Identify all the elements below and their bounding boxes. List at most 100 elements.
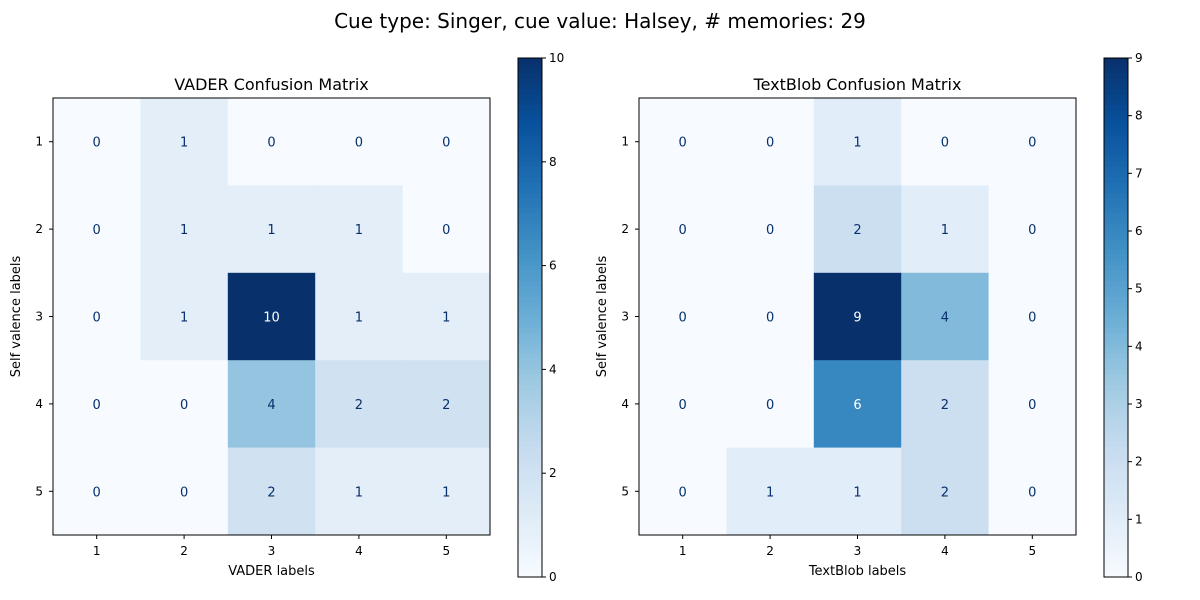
- vader-colorbar-segment: [518, 151, 542, 158]
- textblob-colorbar-segment: [1104, 68, 1128, 75]
- textblob-colorbar-segment: [1104, 359, 1128, 365]
- vader-colorbar-segment: [518, 525, 542, 531]
- vader-colorbar-frame: [517, 57, 543, 578]
- textblob-cell: [988, 98, 1077, 186]
- vader-x-tick-label: 2: [180, 544, 188, 558]
- vader-colorbar-segment: [518, 571, 542, 578]
- vader-cell-value: 1: [180, 223, 188, 238]
- vader-cell-value: 4: [267, 398, 275, 413]
- vader-cell: [53, 185, 141, 274]
- textblob-cell: [901, 447, 990, 536]
- textblob-cell: [639, 360, 727, 449]
- vader-confusion-matrix-panel: 0 1 0 0 00 1 1 1 00 1 10 1 10 0 4 2 20 0 2 1 11 2 3 4 512345VADE…: [9, 51, 564, 584]
- textblob-colorbar-segment: [1104, 530, 1128, 537]
- textblob-colorbar-tick-label: 5: [1135, 282, 1143, 296]
- textblob-colorbar-segment: [1104, 234, 1128, 241]
- vader-cell: [315, 360, 404, 449]
- vader-x-tick-label: 4: [355, 544, 363, 558]
- textblob-cell: [726, 185, 815, 274]
- vader-colorbar-segment: [518, 208, 542, 215]
- textblob-cell: [639, 98, 727, 186]
- textblob-cell-value: 0: [766, 311, 774, 326]
- textblob-colorbar-segment: [1104, 436, 1128, 443]
- textblob-colorbar-segment: [1104, 431, 1128, 438]
- textblob-colorbar-segment: [1104, 130, 1128, 137]
- vader-cell-value: 0: [180, 398, 188, 413]
- vader-cell-value: 0: [93, 223, 101, 238]
- vader-y-tick-label: 4: [35, 397, 43, 411]
- textblob-colorbar-segment: [1104, 296, 1128, 303]
- vader-colorbar-segment: [518, 561, 542, 568]
- textblob-cell-value: 0: [679, 398, 687, 413]
- vader-colorbar-segment: [518, 275, 542, 282]
- vader-cell-value: 0: [93, 485, 101, 500]
- textblob-colorbar-segment: [1104, 343, 1128, 350]
- textblob-cell-value: 0: [1028, 136, 1036, 151]
- textblob-colorbar-segment: [1104, 213, 1128, 220]
- vader-colorbar-segment: [518, 182, 542, 189]
- vader-cell-value: 0: [93, 398, 101, 413]
- textblob-chart-title: TextBlob Confusion Matrix: [753, 75, 962, 94]
- textblob-colorbar-segment: [1104, 535, 1128, 542]
- textblob-colorbar-segment: [1104, 556, 1128, 563]
- textblob-colorbar-segment: [1104, 104, 1128, 111]
- vader-colorbar-segment: [518, 462, 542, 469]
- textblob-colorbar-segment: [1104, 504, 1128, 511]
- textblob-colorbar-segment: [1104, 462, 1128, 469]
- vader-colorbar-segment: [518, 130, 542, 137]
- vader-colorbar-segment: [518, 519, 542, 526]
- vader-colorbar-segment: [518, 374, 542, 381]
- textblob-x-axis-label: TextBlob labels: [808, 564, 907, 579]
- textblob-colorbar-segment: [1104, 301, 1128, 308]
- textblob-colorbar-segment: [1104, 333, 1128, 339]
- vader-colorbar-segment: [518, 327, 542, 334]
- vader-colorbar-segment: [518, 333, 542, 339]
- vader-cell: [140, 447, 229, 536]
- vader-colorbar-segment: [518, 468, 542, 474]
- textblob-colorbar-tick-label: 7: [1135, 166, 1143, 180]
- vader-colorbar-tick-label: 10: [549, 51, 564, 65]
- vader-colorbar-segment: [518, 442, 542, 448]
- textblob-colorbar-segment: [1104, 203, 1128, 210]
- vader-colorbar-segment: [518, 115, 542, 121]
- vader-y-tick-label: 1: [35, 135, 43, 149]
- vader-colorbar-segment: [518, 379, 542, 386]
- textblob-cell-value: 0: [941, 136, 949, 151]
- vader-colorbar-segment: [518, 551, 542, 557]
- vader-colorbar-segment: [518, 530, 542, 537]
- vader-colorbar-segment: [518, 239, 542, 246]
- vader-colorbar-segment: [518, 416, 542, 422]
- textblob-colorbar-segment: [1104, 410, 1128, 417]
- textblob-cell: [988, 360, 1077, 449]
- textblob-colorbar-tick-label: 9: [1135, 51, 1143, 65]
- vader-cell: [53, 360, 141, 449]
- vader-colorbar-segment: [518, 499, 542, 505]
- vader-colorbar-segment: [518, 63, 542, 69]
- vader-colorbar-segment: [518, 400, 542, 407]
- textblob-y-tick-label: 4: [621, 397, 629, 411]
- textblob-colorbar-segment: [1104, 229, 1128, 236]
- textblob-colorbar-segment: [1104, 265, 1128, 272]
- textblob-colorbar-segment: [1104, 99, 1128, 106]
- vader-cell: [227, 185, 316, 274]
- vader-colorbar-segment: [518, 83, 542, 90]
- textblob-colorbar-segment: [1104, 478, 1128, 485]
- vader-colorbar-segment: [518, 224, 542, 230]
- textblob-cell-value: 1: [853, 136, 861, 151]
- vader-cell-value: 1: [180, 136, 188, 151]
- vader-chart-title: VADER Confusion Matrix: [174, 75, 369, 94]
- textblob-colorbar-segment: [1104, 307, 1128, 313]
- vader-colorbar-segment: [518, 426, 542, 433]
- vader-colorbar-segment: [518, 405, 542, 412]
- textblob-y-tick-label: 5: [621, 484, 629, 498]
- vader-colorbar-segment: [518, 94, 542, 101]
- textblob-colorbar-segment: [1104, 78, 1128, 85]
- textblob-cell-value: 0: [1028, 311, 1036, 326]
- vader-cell-value: 0: [93, 311, 101, 326]
- vader-colorbar-segment: [518, 343, 542, 350]
- textblob-colorbar-segment: [1104, 400, 1128, 407]
- textblob-cell: [901, 272, 990, 361]
- textblob-colorbar-segment: [1104, 151, 1128, 158]
- textblob-colorbar-segment: [1104, 224, 1128, 230]
- vader-colorbar-tick-label: 0: [549, 570, 557, 584]
